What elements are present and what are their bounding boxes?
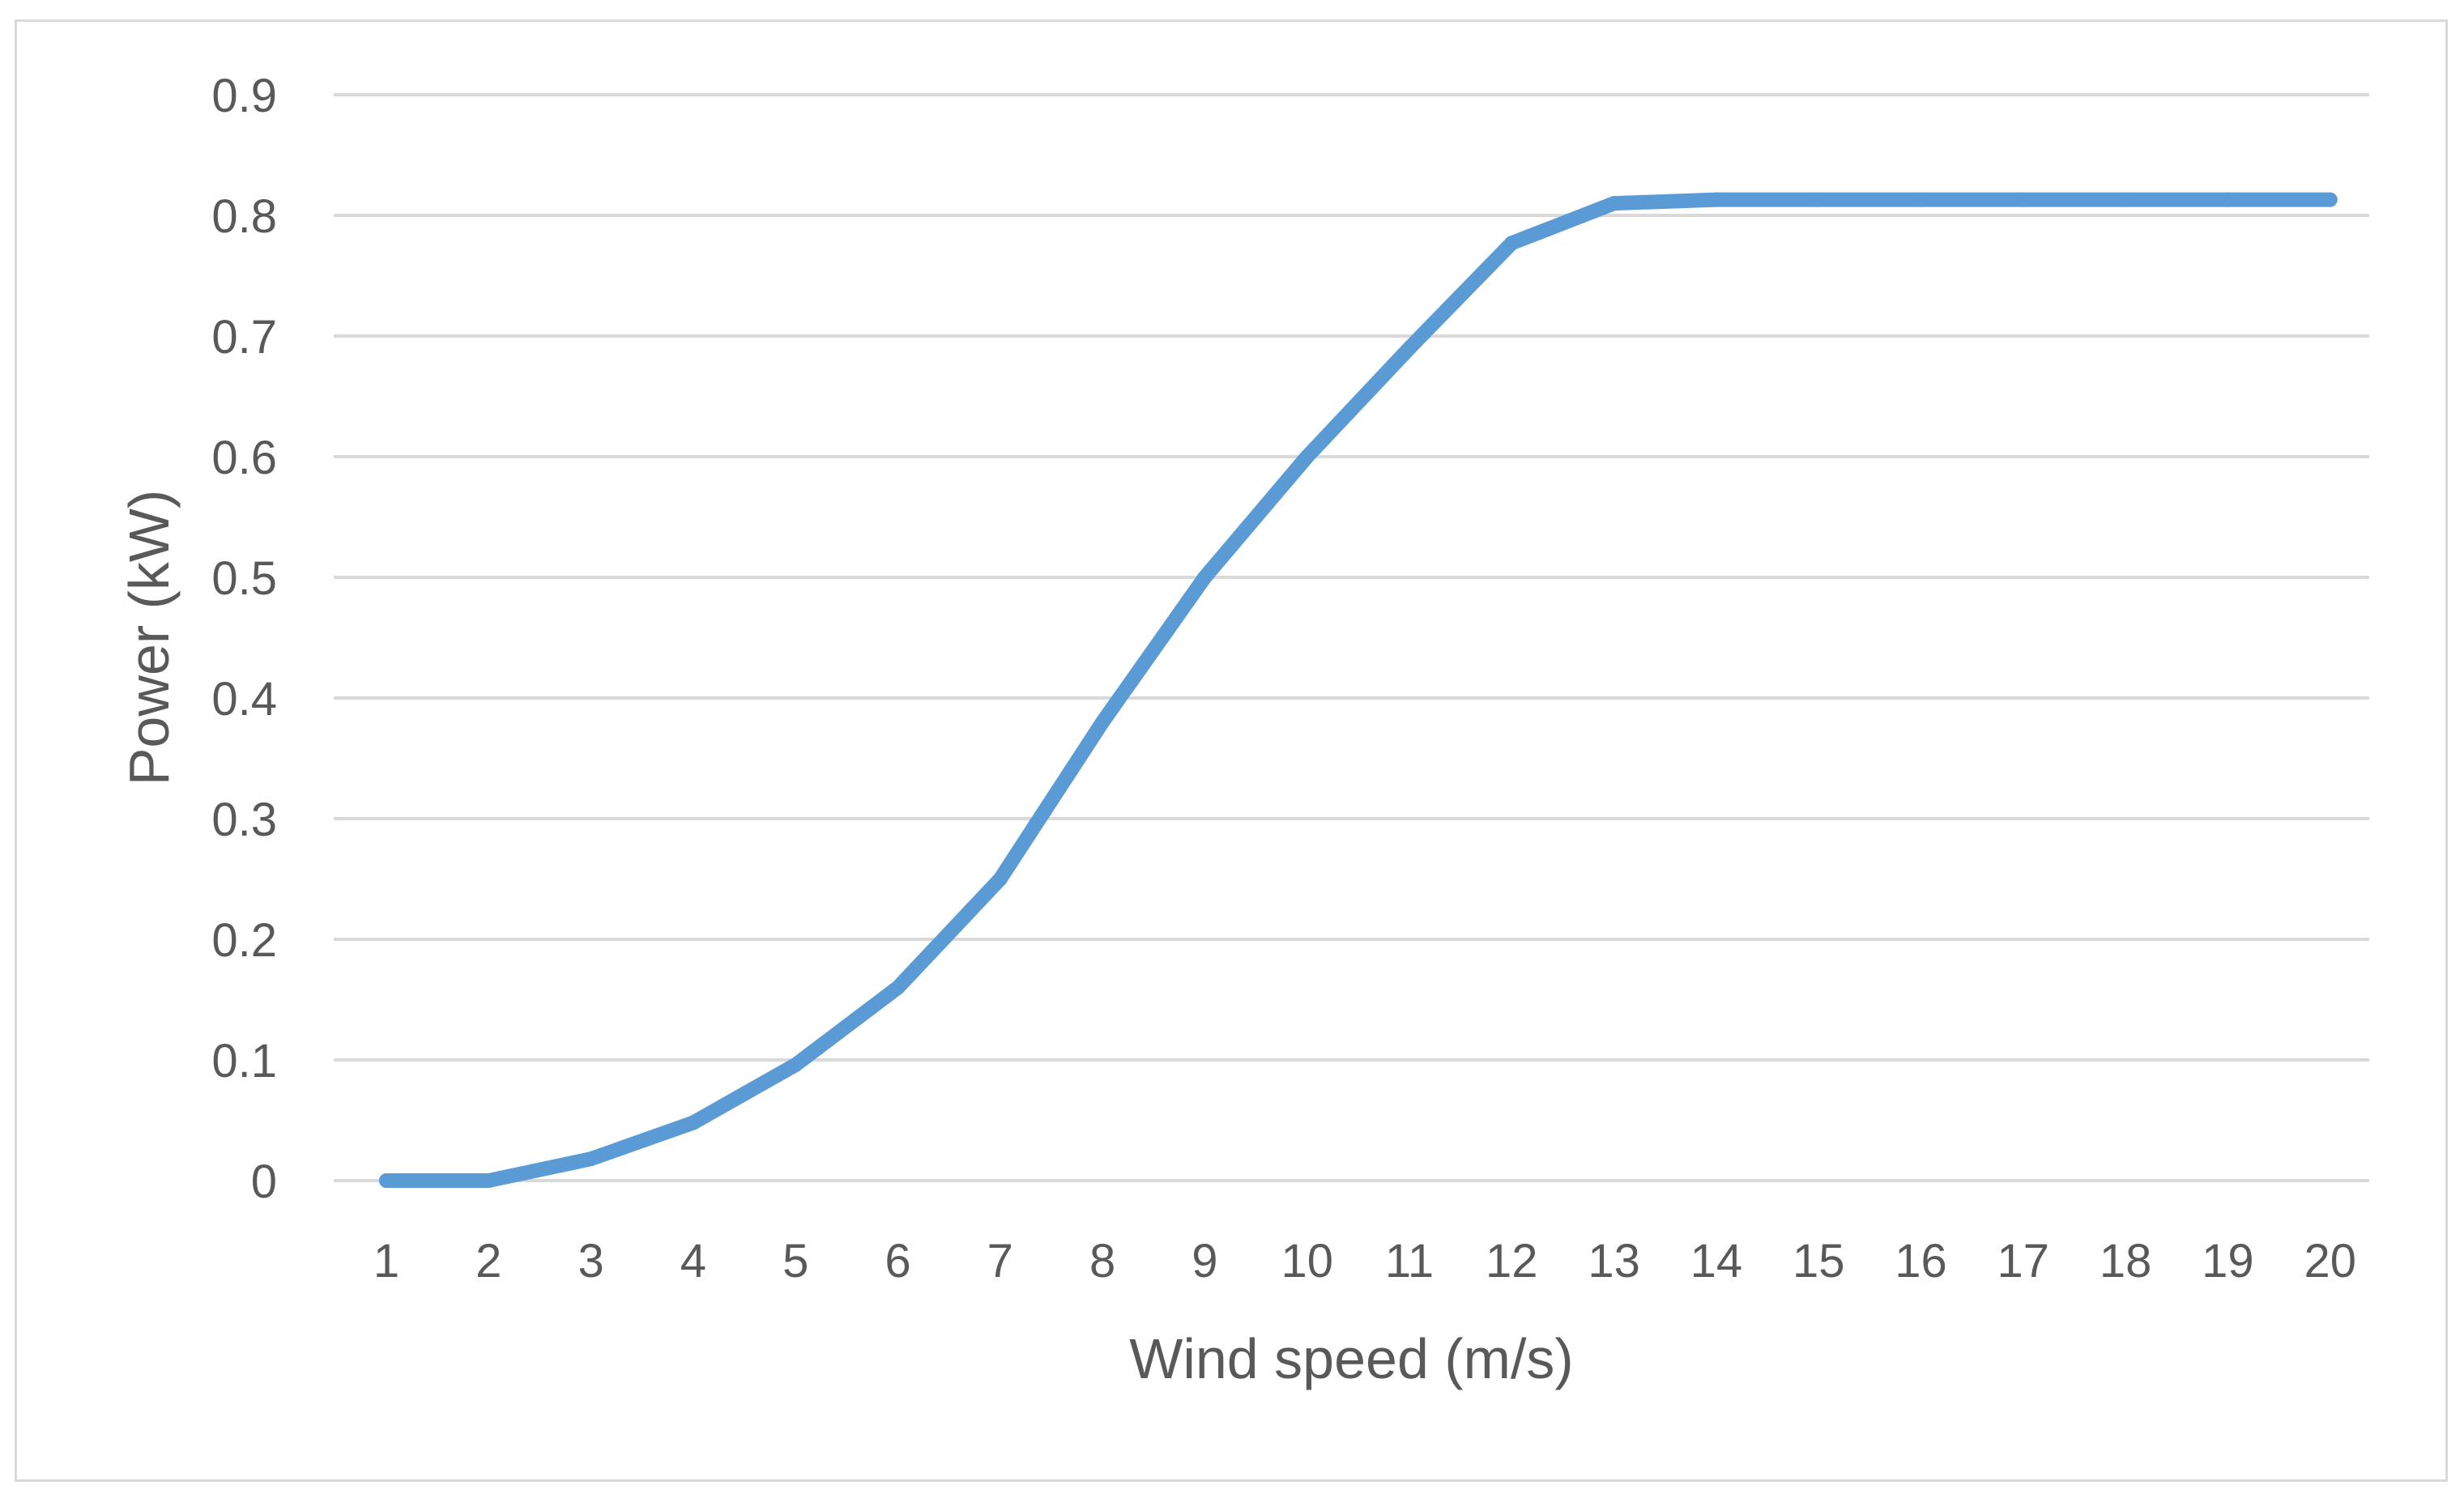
x-tick-label: 4	[680, 1235, 706, 1287]
x-tick-label: 7	[987, 1235, 1013, 1287]
gridlines	[334, 93, 2369, 1182]
y-tick-label: 0.7	[211, 311, 277, 364]
data-point	[2220, 192, 2236, 207]
data-point	[2015, 192, 2031, 207]
data-point	[685, 1115, 701, 1130]
x-tick-label: 5	[782, 1235, 808, 1287]
x-tick-label: 18	[2100, 1235, 2152, 1287]
data-point	[481, 1173, 497, 1188]
data-point	[890, 980, 906, 995]
data-point	[1402, 340, 1417, 355]
x-axis-title: Wind speed (m/s)	[1129, 1327, 1573, 1390]
y-tick-label: 0.3	[211, 794, 277, 846]
x-tick-label: 15	[1793, 1235, 1845, 1287]
chart-frame	[15, 19, 2448, 1482]
y-tick-label: 0.2	[211, 914, 277, 967]
data-point	[2322, 192, 2338, 207]
x-tick-label: 17	[1997, 1235, 2050, 1287]
x-axis-tick-labels: 1 2 3 4 5 6 7 8 9 10 11 12 13 14 15 16 17 18 19 20	[373, 1235, 2356, 1287]
data-point	[1197, 570, 1213, 585]
x-tick-label: 20	[2304, 1235, 2356, 1287]
y-tick-label: 0.9	[211, 70, 277, 122]
y-tick-label: 0.5	[211, 552, 277, 605]
data-point	[1504, 236, 1520, 251]
y-tick-label: 0.6	[211, 432, 277, 484]
y-tick-label: 0	[251, 1155, 277, 1208]
data-point	[1913, 192, 1929, 207]
data-point	[1811, 192, 1827, 207]
x-tick-label: 9	[1192, 1235, 1217, 1287]
series-layer	[379, 192, 2338, 1188]
x-tick-label: 6	[885, 1235, 910, 1287]
x-tick-label: 8	[1089, 1235, 1115, 1287]
x-tick-label: 3	[578, 1235, 603, 1287]
data-point	[2118, 192, 2134, 207]
data-point	[583, 1151, 599, 1167]
x-tick-label: 1	[373, 1235, 399, 1287]
data-point	[1299, 449, 1315, 464]
x-tick-label: 11	[1385, 1235, 1434, 1287]
x-tick-label: 19	[2202, 1235, 2254, 1287]
y-tick-label: 0.4	[211, 673, 277, 726]
series-line-0	[379, 192, 2338, 1188]
y-tick-label: 0.8	[211, 190, 277, 243]
x-tick-label: 10	[1281, 1235, 1333, 1287]
data-point	[1095, 714, 1111, 730]
data-point	[992, 871, 1008, 887]
x-tick-label: 14	[1690, 1235, 1743, 1287]
data-point	[788, 1057, 804, 1072]
data-point	[379, 1173, 394, 1188]
y-tick-label: 0.1	[211, 1035, 277, 1087]
x-tick-label: 2	[475, 1235, 501, 1287]
data-points	[379, 192, 2338, 1188]
x-tick-label: 12	[1486, 1235, 1538, 1287]
x-tick-label: 16	[1895, 1235, 1947, 1287]
x-tick-label: 13	[1588, 1235, 1640, 1287]
y-axis-title: Power (kW)	[117, 490, 181, 786]
data-point	[1606, 196, 1622, 211]
data-point	[1708, 192, 1724, 207]
y-axis-tick-labels: 0 0.1 0.2 0.3 0.4 0.5 0.6 0.7 0.8 0.9	[211, 70, 277, 1208]
